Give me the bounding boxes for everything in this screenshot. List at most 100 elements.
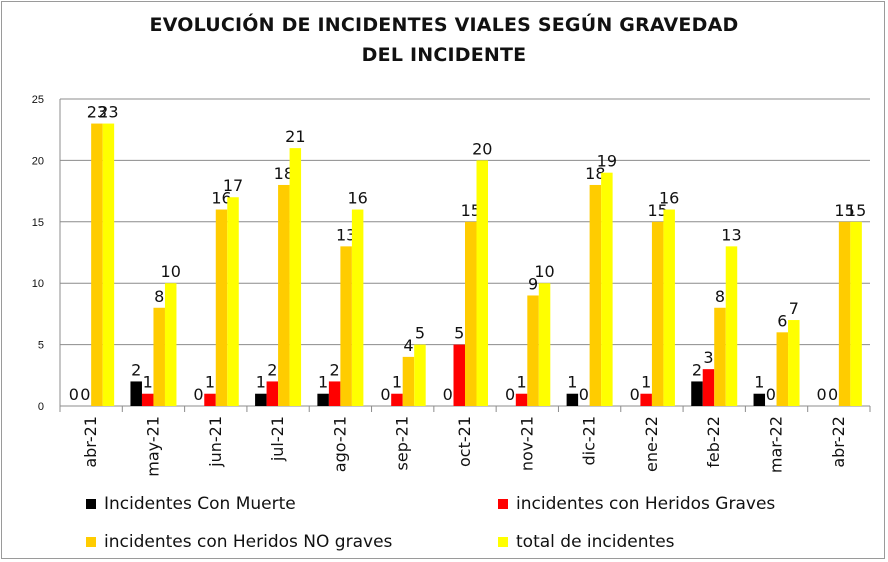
x-tick-label: dic-21 [580, 416, 599, 466]
data-label: 0 [630, 385, 640, 404]
bar [130, 381, 142, 406]
data-label: 8 [715, 287, 725, 306]
bar [476, 160, 488, 406]
bar [91, 123, 103, 406]
bar [527, 295, 539, 406]
data-label: 19 [597, 152, 617, 171]
data-label: 7 [789, 299, 799, 318]
bar [776, 332, 789, 406]
bar [651, 221, 664, 406]
x-tick-label: ene-22 [642, 416, 661, 472]
data-label: 1 [143, 373, 153, 392]
x-tick-label: nov-21 [517, 416, 536, 471]
data-label: 2 [131, 360, 141, 379]
data-label: 15 [846, 201, 866, 220]
bar [153, 307, 165, 406]
data-label: 0 [579, 385, 589, 404]
legend-item-no-graves: incidentes con Heridos NO graves [86, 532, 392, 552]
bar [328, 381, 341, 406]
legend-swatch-total [498, 537, 508, 547]
bar [589, 184, 602, 406]
bar [702, 369, 715, 406]
data-label: 1 [641, 373, 651, 392]
bar [391, 393, 403, 406]
data-label: 0 [380, 385, 390, 404]
x-tick-label: jul-21 [268, 416, 287, 462]
data-label: 13 [721, 225, 741, 244]
legend-item-muerte: Incidentes Con Muerte [86, 494, 296, 514]
data-label: 18 [585, 164, 605, 183]
x-tick-label: mar-22 [767, 416, 786, 473]
chart-title-line-1: EVOLUCIÓN DE INCIDENTES VIALES SEGÚN GRA… [149, 14, 739, 36]
y-tick-label: 0 [38, 401, 44, 413]
bar [788, 320, 800, 406]
y-tick-label: 15 [32, 217, 44, 229]
bar [838, 221, 851, 406]
bar [566, 393, 579, 406]
data-label: 2 [267, 360, 277, 379]
x-tick-label: sep-21 [393, 416, 412, 470]
data-label: 1 [516, 373, 526, 392]
bar [317, 393, 329, 406]
bar [714, 307, 726, 406]
bar [753, 393, 766, 406]
data-label: 0 [828, 385, 838, 404]
data-label: 10 [534, 262, 554, 281]
bar [204, 393, 216, 406]
legend-item-graves: incidentes con Heridos Graves [498, 494, 775, 514]
data-label: 5 [454, 324, 464, 343]
data-label: 0 [69, 385, 79, 404]
bar [663, 209, 675, 406]
data-label: 3 [703, 348, 713, 367]
data-label: 8 [154, 287, 164, 306]
bar [691, 381, 703, 406]
bar [402, 356, 415, 406]
legend-label-graves: incidentes con Heridos Graves [516, 494, 776, 514]
bar [465, 221, 477, 406]
bar [278, 184, 290, 406]
data-label: 13 [336, 225, 356, 244]
legend-item-total: total de incidentes [498, 532, 675, 552]
data-label: 2 [330, 360, 340, 379]
data-label: 2 [692, 360, 702, 379]
bar [340, 246, 352, 406]
bar [515, 393, 528, 406]
bar [601, 172, 613, 406]
bar [850, 221, 862, 406]
data-label: 1 [392, 373, 402, 392]
data-label: 0 [505, 385, 515, 404]
data-label: 1 [205, 373, 215, 392]
x-tick-label: abr-21 [81, 416, 100, 468]
legend-label-no-graves: incidentes con Heridos NO graves [104, 532, 393, 552]
data-label: 20 [472, 139, 492, 158]
x-tick-label: oct-21 [455, 416, 474, 467]
bar [255, 393, 267, 406]
data-label: 0 [193, 385, 203, 404]
data-label: 23 [98, 103, 118, 122]
data-label: 9 [528, 274, 538, 293]
x-tick-label: may-21 [143, 416, 162, 477]
data-label: 5 [415, 324, 425, 343]
data-label: 0 [80, 385, 90, 404]
legend-label-total: total de incidentes [516, 532, 675, 552]
bar [227, 197, 239, 406]
data-label: 18 [274, 164, 294, 183]
data-label: 1 [754, 373, 764, 392]
y-tick-label: 20 [32, 155, 44, 167]
legend-swatch-graves [498, 499, 508, 509]
data-label: 1 [567, 373, 577, 392]
x-tick-label: jun-21 [206, 416, 225, 468]
data-label: 10 [161, 262, 181, 281]
bar [289, 148, 302, 406]
data-label: 16 [347, 189, 367, 208]
bar [102, 123, 115, 406]
data-label: 16 [211, 189, 231, 208]
chart-title-line-2: DEL INCIDENTE [361, 44, 527, 66]
bar [141, 393, 154, 406]
legend-swatch-muerte [86, 499, 96, 509]
data-label: 15 [647, 201, 667, 220]
y-tick-label: 25 [32, 94, 44, 106]
data-label: 6 [777, 311, 787, 330]
